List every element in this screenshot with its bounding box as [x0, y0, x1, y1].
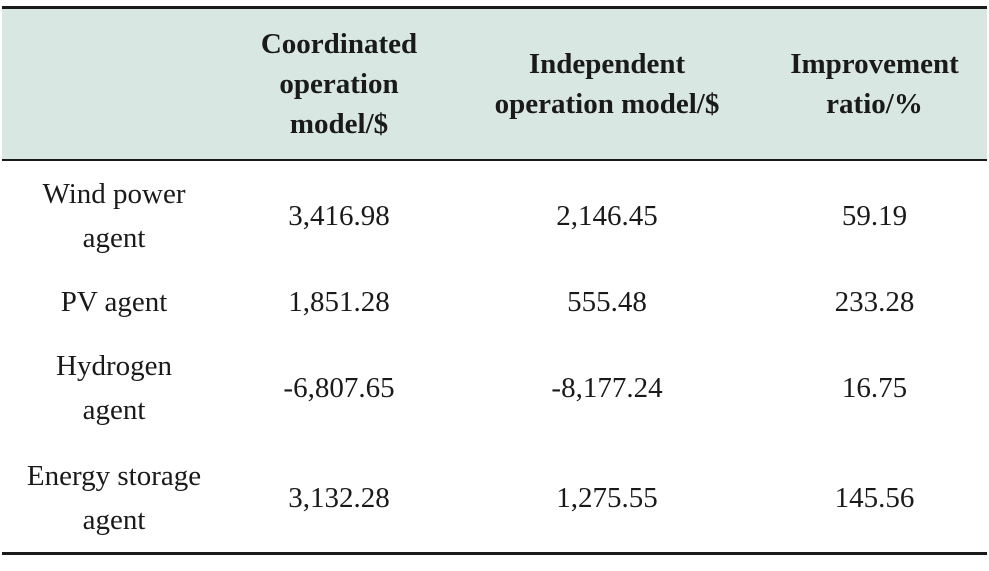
improvement-value: 59.19: [841, 200, 908, 232]
row-label: Wind power agent: [42, 178, 186, 254]
header-cell-blank: [2, 6, 226, 161]
header-cell-independent: Independent operation model/$: [452, 6, 762, 161]
table-row: Hydrogen agent -6,807.65 -8,177.24 16.75: [2, 332, 987, 444]
comparison-table: Coordinated operation model/$ Independen…: [2, 6, 987, 555]
independent-value: 1,275.55: [452, 443, 762, 555]
row-label: PV agent: [60, 285, 168, 318]
header-row: Coordinated operation model/$ Independen…: [2, 6, 987, 161]
independent-value: 2,146.45: [556, 200, 658, 232]
improvement-value: 233.28: [834, 285, 915, 318]
coordinated-value: 1,851.28: [288, 285, 390, 318]
header-cell-improvement: Improvement ratio/%: [762, 6, 987, 161]
comparison-table-container: Coordinated operation model/$ Independen…: [2, 6, 987, 555]
improvement-value: 145.56: [762, 443, 987, 555]
row-label: Energy storage agent: [2, 443, 226, 555]
table-row: PV agent 1,851.28 555.48 233.28: [2, 272, 987, 332]
improvement-value: 16.75: [841, 371, 908, 404]
table-body: Wind power agent 3,416.98 2,146.45 59.19…: [2, 160, 987, 555]
table-row: Wind power agent 3,416.98 2,146.45 59.19: [2, 160, 987, 272]
row-label: Hydrogen agent: [56, 349, 172, 426]
coordinated-value: 3,416.98: [288, 200, 390, 232]
coordinated-value: 3,132.28: [226, 443, 452, 555]
table-header: Coordinated operation model/$ Independen…: [2, 6, 987, 161]
independent-value: 555.48: [567, 285, 647, 318]
coordinated-value: -6,807.65: [283, 371, 395, 404]
header-cell-coordinated: Coordinated operation model/$: [226, 6, 452, 161]
independent-value: -8,177.24: [551, 371, 663, 404]
table-row: Energy storage agent 3,132.28 1,275.55 1…: [2, 443, 987, 555]
